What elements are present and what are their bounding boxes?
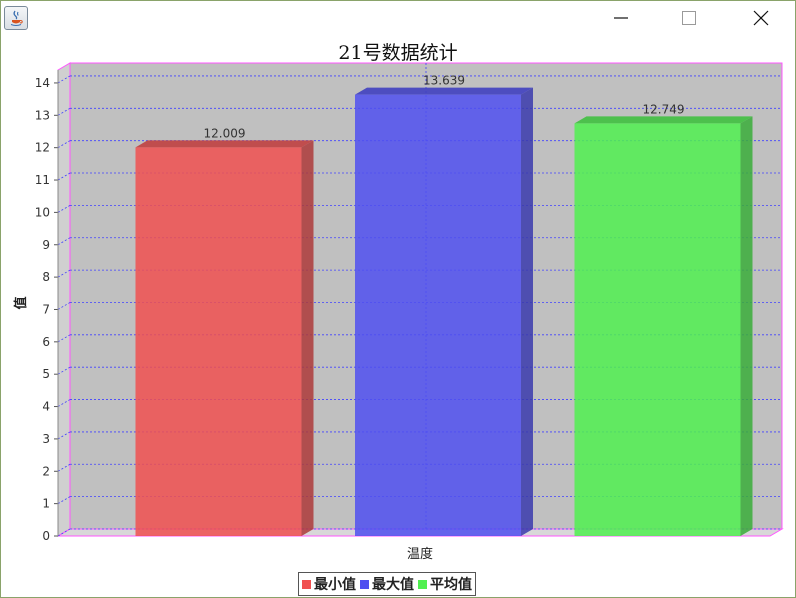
bar-side xyxy=(740,116,753,536)
bar-face xyxy=(574,123,741,536)
y-tick-label: 0 xyxy=(42,529,50,543)
bar-value-label: 12.009 xyxy=(204,126,246,140)
plot-side-wall xyxy=(57,62,71,537)
bar-face xyxy=(355,94,521,537)
x-axis-label: 温度 xyxy=(407,546,433,562)
bar-top xyxy=(574,116,753,124)
y-tick-label: 2 xyxy=(42,464,50,478)
y-tick-label: 4 xyxy=(42,400,50,414)
chart-title: 21号数据统计 xyxy=(338,42,458,64)
bar-value-label: 12.749 xyxy=(643,102,685,116)
maximize-icon xyxy=(682,11,696,25)
y-axis-label: 值 xyxy=(13,296,29,309)
bar-3 xyxy=(574,116,753,536)
legend-item-max: 最大值 xyxy=(360,574,414,594)
window-titlebar[interactable] xyxy=(0,0,796,36)
y-tick-label: 11 xyxy=(35,173,50,187)
minimize-icon xyxy=(614,17,628,19)
y-tick-label: 3 xyxy=(42,432,50,446)
y-tick-label: 14 xyxy=(35,76,50,90)
y-tick-label: 9 xyxy=(42,238,50,252)
y-tick-label: 5 xyxy=(42,367,50,381)
y-tick-label: 8 xyxy=(42,270,50,284)
legend-label-max: 最大值 xyxy=(372,577,414,593)
bar-2 xyxy=(355,87,533,537)
bar-side xyxy=(301,140,314,536)
chart-legend: 最小值 最大值 平均值 xyxy=(298,572,476,596)
y-tick-label: 6 xyxy=(42,335,50,349)
legend-item-min: 最小值 xyxy=(302,574,356,594)
bar-top xyxy=(355,87,533,95)
bar-1 xyxy=(135,140,314,536)
minimize-button[interactable] xyxy=(598,4,644,32)
legend-swatch-avg xyxy=(418,579,427,589)
java-icon[interactable] xyxy=(4,6,28,30)
bar-face xyxy=(135,147,302,536)
legend-swatch-max xyxy=(360,579,369,589)
y-tick-label: 12 xyxy=(35,141,50,155)
bar-value-label: 13.639 xyxy=(423,74,465,88)
maximize-button[interactable] xyxy=(666,4,712,32)
bar-top xyxy=(135,140,314,148)
y-tick-label: 13 xyxy=(35,108,50,122)
legend-item-avg: 平均值 xyxy=(418,574,472,594)
legend-label-avg: 平均值 xyxy=(430,577,472,593)
close-icon xyxy=(753,10,769,26)
close-button[interactable] xyxy=(738,4,784,32)
y-tick-label: 10 xyxy=(35,205,50,219)
y-tick-label: 7 xyxy=(42,302,50,316)
legend-label-min: 最小值 xyxy=(314,577,356,593)
bar-side xyxy=(521,87,533,537)
legend-swatch-min xyxy=(302,579,311,589)
y-tick-label: 1 xyxy=(42,497,50,511)
